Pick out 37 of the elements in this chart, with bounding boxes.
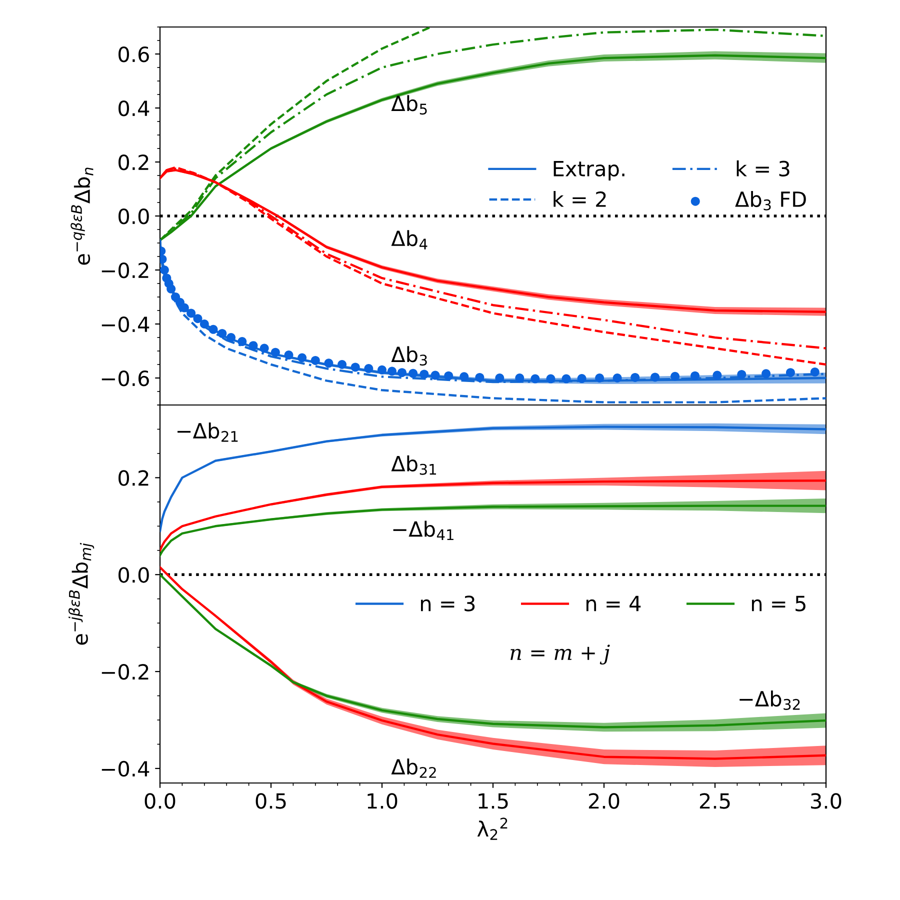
x-tick-label: 3.0 bbox=[811, 793, 842, 809]
annotation: Δb$_{5}$ bbox=[391, 95, 427, 115]
annotation: −Δb$_{32}$ bbox=[740, 690, 800, 710]
y-tick-label: −0.4 bbox=[102, 316, 150, 332]
x-tick-label: 2.0 bbox=[588, 793, 620, 809]
legend-label: Δb$_{3}$ FD bbox=[735, 190, 806, 210]
y-tick-label: 0.6 bbox=[118, 46, 149, 62]
legend-label: n = 5 bbox=[752, 596, 806, 612]
y-tick-label: 0.0 bbox=[118, 208, 149, 224]
y-tick-label: 0.2 bbox=[118, 154, 148, 170]
legend-label: k = 3 bbox=[736, 160, 790, 177]
y-tick-label: −0.2 bbox=[102, 262, 148, 278]
y-tick-label: 0.4 bbox=[118, 100, 150, 116]
annotation: Δb$_{31}$ bbox=[391, 455, 436, 475]
y-tick-label: −0.2 bbox=[102, 664, 148, 680]
x-tick-label: 0.5 bbox=[256, 793, 286, 809]
x-tick-label: 2.5 bbox=[700, 793, 730, 809]
y-tick-label: −0.4 bbox=[102, 760, 150, 777]
legend-label: n = 4 bbox=[586, 596, 641, 612]
legend-label: k = 2 bbox=[554, 190, 606, 207]
legend-label: n = 3 bbox=[421, 596, 475, 612]
legend-label: Extrap. bbox=[554, 161, 624, 181]
y-axis-title: e$^{−jβεB}$Δb$_{mj}$ bbox=[68, 542, 94, 645]
x-tick-label: 0.0 bbox=[144, 793, 176, 809]
annotation: −Δb$_{41}$ bbox=[393, 520, 454, 540]
annotation: −Δb$_{21}$ bbox=[178, 422, 238, 442]
annotation: Δb$_{3}$ bbox=[391, 346, 427, 366]
x-axis-title: λ$_{2}$$^{2}$ bbox=[477, 818, 508, 840]
annotation: Δb$_{4}$ bbox=[391, 230, 428, 250]
y-axis-title: e$^{−qβεB}$Δb$_{n}$ bbox=[70, 168, 94, 265]
y-tick-label: 0.0 bbox=[118, 567, 149, 583]
annotation: n = m + j bbox=[510, 644, 610, 665]
annotation: Δb$_{22}$ bbox=[391, 758, 436, 778]
y-tick-label: −0.6 bbox=[102, 370, 149, 386]
y-tick-label: 0.2 bbox=[118, 470, 148, 486]
x-tick-label: 1.0 bbox=[368, 793, 398, 809]
x-tick-label: 1.5 bbox=[478, 793, 508, 809]
